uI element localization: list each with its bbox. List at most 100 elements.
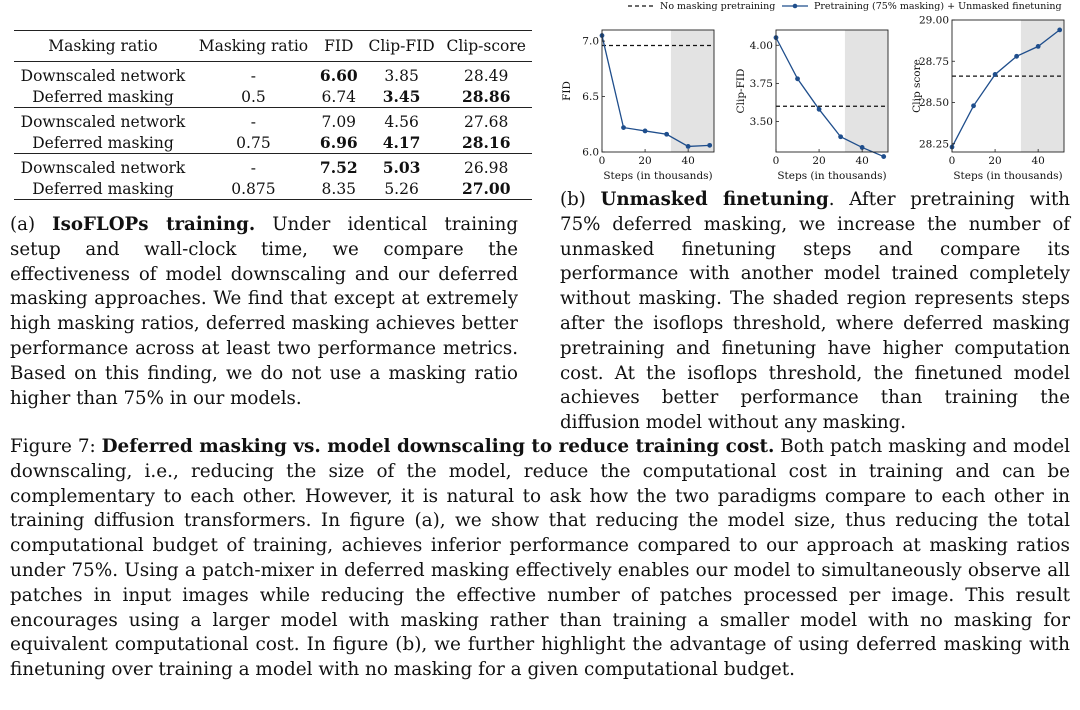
x-tick-label: 20	[638, 155, 651, 167]
clip-fid-chart: 0 20 40 3.50 3.75 4.00 Steps (in thousands) Cli…	[735, 29, 889, 182]
y-tick-label: 3.75	[750, 78, 773, 90]
table-cell-clip-fid: 4.17	[382, 133, 421, 152]
x-tick-label: 40	[681, 155, 694, 167]
caption-b-label: (b)	[560, 189, 601, 210]
chart-legend: No masking pretraining Pretraining (75% …	[628, 1, 1062, 12]
y-tick-label: 6.0	[582, 147, 599, 159]
figure-caption: Figure 7: Deferred masking vs. model dow…	[10, 435, 1070, 683]
data-point	[1035, 44, 1041, 49]
legend-finetune-marker	[792, 3, 798, 9]
y-axis-label: FID	[561, 81, 573, 101]
x-axis-label: Steps (in thousands)	[603, 170, 712, 182]
data-point	[1014, 53, 1020, 59]
table-row: Downscaled network - 7.52 5.03 26.98	[14, 154, 532, 179]
data-point	[992, 72, 998, 77]
table-cell-clip-fid: 5.26	[384, 179, 419, 198]
plot-frame	[775, 29, 889, 153]
table-row: Deferred masking 0.5 6.74 3.45 28.86	[14, 86, 532, 108]
header-fid: FID	[324, 37, 354, 55]
series-line	[775, 37, 884, 158]
series-line	[601, 35, 710, 148]
x-tick-label: 20	[812, 155, 825, 167]
header-clip-score: Clip-score	[446, 37, 526, 55]
table-row: Deferred masking 0.875 8.35 5.26 27.00	[14, 178, 532, 200]
data-point	[881, 154, 887, 159]
x-tick-label: 0	[773, 155, 780, 167]
table-cell-clip-score: 27.00	[461, 179, 511, 198]
data-point	[795, 76, 800, 82]
table-cell-ratio: 0.75	[236, 133, 271, 152]
fid-chart: 0 20 40 6.0 6.5 7.0 Steps (in thousands) FID	[561, 29, 715, 182]
caption-a: (a) IsoFLOPs training. Under identical t…	[10, 213, 518, 411]
y-axis-label: Clip-FID	[735, 69, 747, 114]
table-cell-clip-fid: 3.85	[384, 66, 419, 85]
y-tick-label: 28.25	[919, 138, 949, 150]
data-point	[707, 142, 713, 148]
table-cell-fid: 8.35	[321, 179, 357, 198]
header-ratio: Masking ratio	[198, 37, 309, 55]
data-point	[621, 125, 626, 130]
table-cell-ratio: 0.5	[241, 87, 266, 106]
figure-caption-label: Figure 7:	[10, 436, 102, 457]
table-cell-ratio: -	[250, 66, 257, 85]
x-tick-label: 40	[855, 155, 868, 167]
data-point	[838, 134, 844, 140]
table-cell-ratio: -	[250, 112, 257, 131]
header-method: Masking ratio	[48, 37, 158, 55]
table-cell-clip-score: 28.49	[464, 66, 509, 85]
data-point	[859, 145, 865, 150]
y-tick-label: 7.0	[582, 36, 599, 48]
table-cell-ratio: -	[250, 158, 257, 177]
table-cell-ratio: 0.875	[231, 179, 276, 198]
table-cell-method: Downscaled network	[20, 112, 186, 131]
legend-finetune-label: Pretraining (75% masking) + Unmasked fin…	[814, 1, 1062, 12]
x-axis-label: Steps (in thousands)	[777, 170, 886, 182]
table-header-row: Masking ratio Masking ratio FID Clip-FID…	[14, 30, 532, 62]
data-point	[685, 144, 691, 149]
table-cell-method: Deferred masking	[32, 87, 174, 106]
table-cell-fid: 6.96	[319, 133, 358, 152]
y-tick-label: 29.00	[919, 15, 949, 27]
table-cell-fid: 7.09	[321, 112, 357, 131]
caption-b-text: . After pretraining with 75% deferred ma…	[560, 189, 1070, 434]
shaded-region	[844, 30, 888, 152]
table-cell-clip-fid: 3.45	[382, 87, 421, 106]
table-cell-clip-fid: 4.56	[384, 112, 419, 131]
figure-caption-title: Deferred masking vs. model downscaling t…	[101, 436, 775, 457]
data-point	[642, 128, 648, 134]
x-axis-label: Steps (in thousands)	[953, 170, 1062, 182]
x-tick-label: 20	[988, 155, 1001, 167]
table-row: Downscaled network - 6.60 3.85 28.49	[14, 62, 532, 87]
table-cell-clip-score: 26.98	[464, 158, 509, 177]
y-tick-label: 28.50	[919, 97, 949, 109]
y-tick-label: 3.50	[750, 116, 773, 128]
table-row: Deferred masking 0.75 6.96 4.17 28.16	[14, 132, 532, 154]
finetuning-charts: No masking pretraining Pretraining (75% …	[560, 0, 1080, 182]
data-point	[971, 103, 976, 109]
clip-score-chart: 0 20 40 28.25 28.50 28.75 29.00 Steps (in thous…	[911, 15, 1065, 182]
table-cell-clip-score: 28.86	[461, 87, 511, 106]
table-cell-clip-score: 27.68	[464, 112, 509, 131]
legend-baseline-label: No masking pretraining	[660, 1, 775, 12]
table-cell-fid: 6.60	[319, 66, 358, 85]
series-line	[951, 29, 1061, 148]
caption-a-text: Under identical training setup and wall-…	[10, 214, 518, 409]
figure-caption-text: Both patch masking and model downscaling…	[10, 436, 1070, 681]
y-tick-label: 6.5	[582, 91, 599, 103]
x-tick-label: 40	[1031, 155, 1044, 167]
table-cell-method: Deferred masking	[32, 179, 174, 198]
y-tick-label: 4.00	[750, 40, 773, 52]
y-axis-label: Clip score	[911, 59, 923, 113]
caption-a-title: IsoFLOPs training.	[52, 214, 256, 235]
table-cell-fid: 7.52	[319, 158, 358, 177]
shaded-region	[670, 30, 714, 152]
table-cell-clip-fid: 5.03	[382, 158, 421, 177]
header-clip-fid: Clip-FID	[368, 37, 435, 55]
table-cell-clip-score: 28.16	[461, 133, 511, 152]
plot-frame	[951, 19, 1065, 153]
table-cell-fid: 6.74	[321, 87, 357, 106]
table-cell-method: Deferred masking	[32, 133, 174, 152]
plot-frame	[601, 29, 715, 153]
table-body: Downscaled network -6.60 3.85 28.49 Deferred…	[14, 62, 532, 200]
x-tick-label: 0	[949, 155, 956, 167]
